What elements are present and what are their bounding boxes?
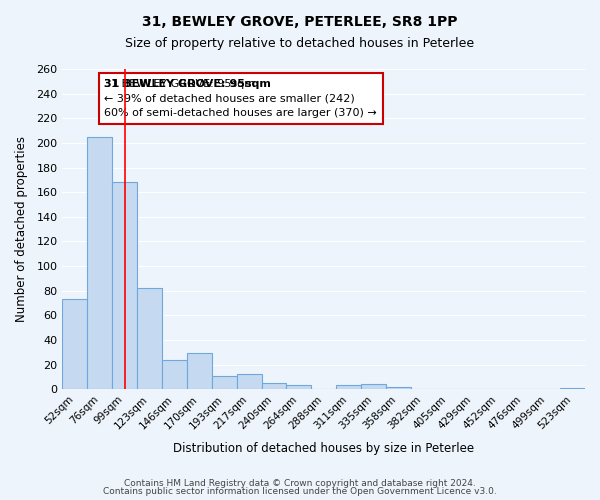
Y-axis label: Number of detached properties: Number of detached properties bbox=[15, 136, 28, 322]
X-axis label: Distribution of detached houses by size in Peterlee: Distribution of detached houses by size … bbox=[173, 442, 474, 455]
Bar bbox=[137, 288, 162, 389]
Bar bbox=[386, 386, 411, 389]
Text: 31, BEWLEY GROVE, PETERLEE, SR8 1PP: 31, BEWLEY GROVE, PETERLEE, SR8 1PP bbox=[142, 15, 458, 29]
Text: 31 BEWLEY GROVE: 95sqm
← 39% of detached houses are smaller (242)
60% of semi-de: 31 BEWLEY GROVE: 95sqm ← 39% of detached… bbox=[104, 78, 377, 118]
Bar bbox=[361, 384, 386, 389]
Text: Contains public sector information licensed under the Open Government Licence v3: Contains public sector information licen… bbox=[103, 487, 497, 496]
Text: 31 BEWLEY GROVE: 95sqm: 31 BEWLEY GROVE: 95sqm bbox=[104, 78, 271, 88]
Bar bbox=[212, 376, 236, 389]
Bar bbox=[560, 388, 585, 389]
Bar bbox=[236, 374, 262, 389]
Text: Contains HM Land Registry data © Crown copyright and database right 2024.: Contains HM Land Registry data © Crown c… bbox=[124, 478, 476, 488]
Bar bbox=[187, 354, 212, 389]
Bar bbox=[88, 136, 112, 389]
Bar bbox=[286, 386, 311, 389]
Text: Size of property relative to detached houses in Peterlee: Size of property relative to detached ho… bbox=[125, 38, 475, 51]
Bar bbox=[262, 383, 286, 389]
Bar bbox=[336, 386, 361, 389]
Bar bbox=[62, 300, 88, 389]
Bar bbox=[162, 360, 187, 389]
Bar bbox=[112, 182, 137, 389]
